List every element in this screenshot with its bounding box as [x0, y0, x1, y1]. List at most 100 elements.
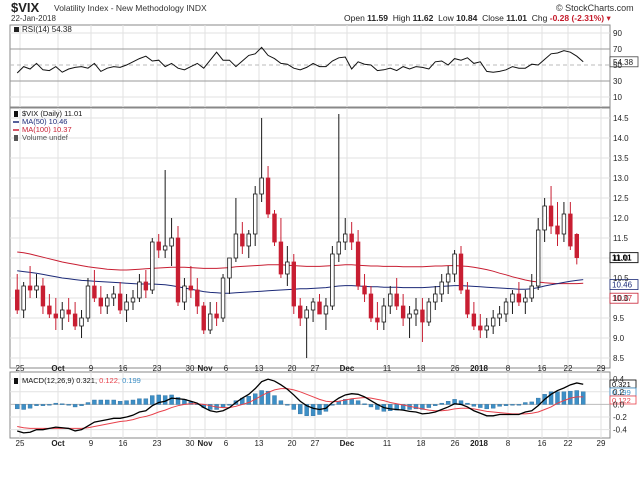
- x-tick-label-price: 16: [119, 364, 128, 373]
- candle-body: [510, 293, 515, 303]
- macd-histogram-bar: [98, 399, 104, 405]
- candle-body: [471, 313, 477, 327]
- macd-y-tick-label: 0.4: [613, 375, 625, 384]
- candle-body: [407, 313, 412, 319]
- macd-histogram-bar: [175, 397, 181, 405]
- watermark: © StockCharts.com: [556, 3, 634, 13]
- candle-body: [233, 233, 239, 259]
- ohlc-summary: Open 11.59 High 11.62 Low 10.84 Close 11…: [344, 13, 611, 24]
- close-label: Close: [482, 13, 504, 23]
- x-tick-label-macd: 18: [417, 439, 426, 448]
- candle-body: [60, 309, 65, 319]
- last-price-tag: [609, 252, 639, 264]
- macd-histogram-bar: [555, 391, 560, 405]
- symbol: $VIX: [11, 0, 40, 15]
- x-tick-label-macd: 25: [16, 439, 25, 448]
- x-tick-label-price: 6: [224, 364, 229, 373]
- macd-histogram-bar: [15, 404, 20, 410]
- x-tick-label-price: 22: [564, 364, 573, 373]
- macd-line: [17, 378, 584, 434]
- candle-body: [201, 305, 206, 331]
- candle-body: [336, 241, 342, 255]
- candle-body: [420, 309, 425, 323]
- macd-histogram-bar: [535, 397, 541, 405]
- candle-body: [47, 305, 52, 315]
- macd-histogram-bar: [47, 404, 52, 406]
- macd-histogram-bar: [66, 404, 71, 406]
- candle-body: [458, 253, 464, 291]
- x-tick-label-macd: 22: [564, 439, 573, 448]
- candle-body: [535, 229, 541, 287]
- macd-histogram-bar: [111, 399, 116, 405]
- candle-body: [368, 293, 374, 319]
- candle-body: [516, 293, 522, 303]
- candle-body: [195, 289, 200, 307]
- macd-legend: MACD(12,26,9) 0.321, 0.122, 0.199: [22, 376, 141, 385]
- macd-histogram-bar: [581, 391, 586, 405]
- macd-legend-part: 0.122,: [99, 376, 122, 385]
- macd-legend-part: MACD(12,26,9): [22, 376, 76, 385]
- rsi-legend-swatch: [14, 27, 19, 32]
- candle-body: [246, 233, 251, 247]
- x-tick-label-price: Nov: [197, 364, 213, 373]
- rsi-line: [16, 46, 584, 74]
- candle-body: [503, 301, 509, 315]
- price-y-tick-label: 9.0: [613, 334, 625, 343]
- price-y-tick-label: 11.0: [613, 254, 629, 263]
- candle-body: [27, 285, 33, 291]
- high-label: High: [392, 13, 411, 23]
- x-tick-label-price: 26: [451, 364, 460, 373]
- macd-histogram-bar: [34, 404, 39, 406]
- macd-histogram-bar: [246, 396, 251, 405]
- close-value: 11.01: [506, 13, 528, 23]
- rsi-y-tick-label: 30: [613, 77, 622, 86]
- macd-histogram-bar: [27, 404, 33, 409]
- candle-body: [79, 317, 84, 327]
- candle-body: [40, 285, 46, 307]
- macd-value-tag-label: 0.321: [612, 380, 631, 389]
- price-y-tick-label: 13.5: [613, 154, 629, 163]
- price-y-tick-label: 8.5: [613, 354, 625, 363]
- macd-histogram-bar: [503, 404, 509, 406]
- down-arrow-icon: ▾: [606, 13, 611, 23]
- macd-value-tag-label: 0.122: [612, 396, 631, 405]
- candle-body: [330, 253, 335, 307]
- candle-body: [304, 309, 309, 319]
- candle-body: [298, 305, 303, 319]
- candle-body: [175, 237, 181, 303]
- candle-body: [433, 293, 438, 303]
- candle-body: [92, 285, 97, 299]
- macd-histogram-bar: [117, 401, 123, 405]
- candle-body: [240, 233, 245, 247]
- macd-histogram-bar: [285, 404, 290, 406]
- candle-body: [105, 297, 110, 307]
- candle-body: [523, 297, 528, 303]
- candle-body: [490, 317, 496, 327]
- candle-body: [381, 305, 387, 323]
- x-tick-label-macd: Dec: [340, 439, 355, 448]
- price-legend-swatch: [14, 135, 18, 141]
- x-tick-label-macd: 23: [153, 439, 162, 448]
- x-tick-label-macd: 26: [451, 439, 460, 448]
- candle-body: [220, 277, 226, 319]
- macd-histogram-bar: [105, 399, 110, 405]
- candle-body: [162, 245, 168, 251]
- macd-histogram-bar: [207, 404, 213, 410]
- macd-histogram-bar: [265, 390, 271, 405]
- last-price-label: 11.01: [612, 254, 632, 263]
- price-y-tick-label: 13.0: [613, 174, 629, 183]
- candle-body: [439, 281, 444, 295]
- x-tick-label-macd: 29: [597, 439, 606, 448]
- price-y-tick-label: 11.5: [613, 234, 629, 243]
- macd-histogram-bar: [156, 394, 161, 405]
- candle-body: [265, 177, 271, 215]
- macd-histogram-bar: [60, 403, 65, 405]
- macd-legend-swatch: [14, 378, 18, 384]
- macd-histogram-bar: [304, 404, 309, 416]
- candle-body: [323, 305, 329, 315]
- ma100-tag-label: 10.37: [612, 294, 633, 303]
- macd-histogram-bar: [291, 404, 296, 410]
- macd-histogram-bar: [445, 401, 451, 405]
- x-tick-label-macd: Oct: [51, 439, 65, 448]
- candle-body: [34, 285, 39, 291]
